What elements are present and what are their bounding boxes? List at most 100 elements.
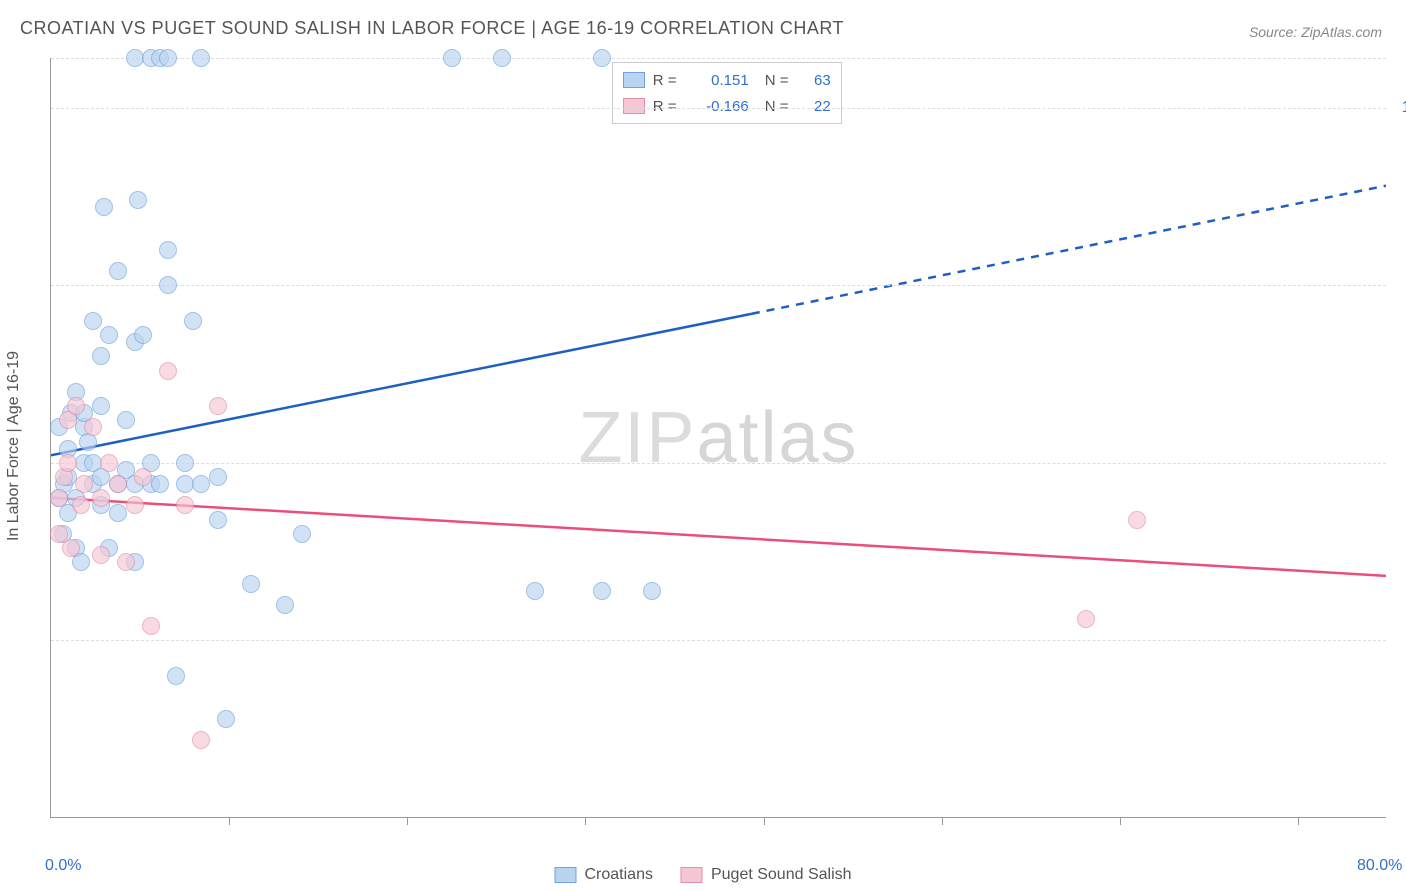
scatter-point [443,49,461,67]
y-tick-label: 50.0% [1396,454,1406,472]
scatter-point [209,511,227,529]
scatter-point [126,49,144,67]
legend-series-item: Croatians [554,866,652,884]
scatter-point [92,546,110,564]
legend-n-value: 22 [801,98,831,115]
gridline [51,463,1386,464]
scatter-point [92,347,110,365]
scatter-point [84,312,102,330]
x-tick-label: 0.0% [45,857,81,875]
scatter-point [493,49,511,67]
scatter-point [176,475,194,493]
trend-line [51,314,752,456]
y-tick-label: 75.0% [1396,276,1406,294]
scatter-point [142,617,160,635]
legend-r-value: 0.151 [689,72,749,89]
scatter-point [1077,610,1095,628]
scatter-point [117,411,135,429]
scatter-point [59,454,77,472]
y-tick-label: 25.0% [1396,631,1406,649]
scatter-point [159,241,177,259]
watermark-bold: ZIP [578,398,696,478]
legend-correlation-row: R = 0.151 N = 63 [623,67,831,93]
scatter-point [276,596,294,614]
legend-n-label: N = [765,98,793,115]
scatter-point [134,326,152,344]
scatter-point [84,418,102,436]
scatter-point [92,397,110,415]
scatter-point [176,454,194,472]
x-tick [1120,817,1121,825]
scatter-point [159,276,177,294]
scatter-point [100,454,118,472]
plot-area: ZIPatlas R =0.151N =63R =-0.166N =22 25.… [50,58,1386,818]
scatter-point [109,475,127,493]
scatter-point [151,475,169,493]
legend-r-label: R = [653,72,681,89]
scatter-point [75,475,93,493]
trend-lines-svg [51,58,1386,817]
scatter-point [95,198,113,216]
scatter-point [1128,511,1146,529]
scatter-point [192,475,210,493]
legend-series-label: Croatians [584,866,652,884]
legend-correlation: R = 0.151 N = 63 R = -0.166 N = 22 [612,62,842,124]
scatter-point [62,539,80,557]
chart-title: CROATIAN VS PUGET SOUND SALISH IN LABOR … [20,18,844,39]
x-tick [1298,817,1299,825]
legend-n-label: N = [765,72,793,89]
gridline [51,285,1386,286]
legend-n-value: 63 [801,72,831,89]
x-tick [585,817,586,825]
trend-line-dashed [752,186,1386,314]
y-axis-title: In Labor Force | Age 16-19 [5,351,23,541]
legend-series-item: Puget Sound Salish [681,866,852,884]
x-tick [942,817,943,825]
watermark-thin: atlas [696,398,858,478]
scatter-point [593,582,611,600]
gridline [51,640,1386,641]
scatter-point [167,667,185,685]
source-label: Source: ZipAtlas.com [1249,24,1382,40]
legend-swatch [623,98,645,114]
scatter-point [192,731,210,749]
scatter-point [184,312,202,330]
scatter-point [176,496,194,514]
legend-series-label: Puget Sound Salish [711,866,852,884]
scatter-point [100,326,118,344]
scatter-point [117,553,135,571]
scatter-point [643,582,661,600]
scatter-point [209,468,227,486]
scatter-point [242,575,260,593]
scatter-point [109,262,127,280]
scatter-point [50,489,68,507]
legend-correlation-row: R = -0.166 N = 22 [623,93,831,119]
watermark: ZIPatlas [578,397,858,479]
x-tick [764,817,765,825]
legend-swatch [623,72,645,88]
y-tick-label: 100.0% [1396,99,1406,117]
scatter-point [593,49,611,67]
legend-r-value: -0.166 [689,98,749,115]
scatter-point [92,489,110,507]
gridline [51,108,1386,109]
scatter-point [526,582,544,600]
legend-series: Croatians Puget Sound Salish [554,866,851,884]
legend-swatch [554,867,576,883]
scatter-point [134,468,152,486]
scatter-point [129,191,147,209]
legend-swatch [681,867,703,883]
scatter-point [159,49,177,67]
scatter-point [192,49,210,67]
scatter-point [72,496,90,514]
scatter-point [126,496,144,514]
scatter-point [293,525,311,543]
legend-r-label: R = [653,98,681,115]
gridline [51,58,1386,59]
scatter-point [217,710,235,728]
x-tick-label: 80.0% [1357,857,1402,875]
x-tick [229,817,230,825]
trend-line [51,498,1386,576]
scatter-point [67,397,85,415]
scatter-point [109,504,127,522]
